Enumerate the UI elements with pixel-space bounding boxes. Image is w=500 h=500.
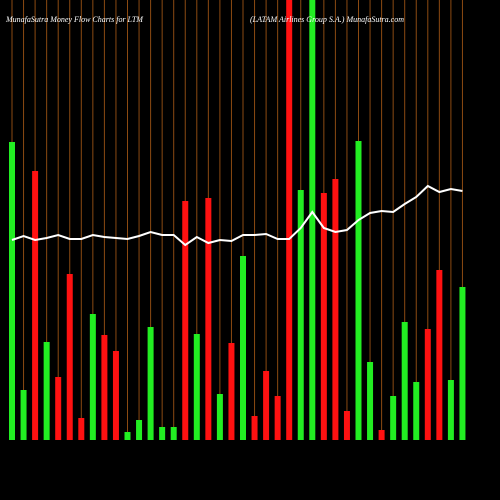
bar [459, 287, 466, 440]
chart-title: MunafaSutra Money Flow Charts for LTM [5, 15, 144, 24]
bar [297, 190, 304, 440]
bar [101, 335, 108, 440]
bar [343, 411, 350, 440]
chart-subtitle: (LATAM Airlines Group S.A.) MunafaSutra.… [250, 15, 404, 24]
bar [263, 371, 270, 440]
bar [159, 427, 166, 440]
bar [251, 416, 258, 440]
money-flow-line [11, 184, 463, 247]
bar [424, 329, 431, 440]
bar [193, 334, 200, 440]
bar [112, 351, 119, 440]
lines [11, 184, 463, 247]
bar [413, 382, 420, 440]
bar [9, 142, 15, 440]
bar [205, 198, 212, 440]
bar [170, 427, 177, 440]
bar [332, 179, 339, 440]
bar [447, 380, 454, 440]
bar [390, 396, 397, 440]
bar [401, 322, 408, 440]
bar [378, 430, 385, 440]
bar [436, 270, 443, 440]
bar [147, 327, 154, 440]
bar [320, 193, 327, 440]
bar [367, 362, 374, 440]
bar [20, 390, 27, 440]
bar [66, 274, 73, 440]
bar [136, 420, 143, 440]
bar [286, 0, 293, 440]
bar [309, 0, 316, 440]
bar [32, 171, 39, 440]
bar [216, 394, 223, 440]
bar [55, 377, 62, 440]
bars [9, 0, 466, 440]
bar [78, 418, 85, 440]
bar [228, 343, 235, 440]
bar [43, 342, 50, 440]
bar [89, 314, 96, 440]
bar [240, 256, 246, 440]
bar [182, 201, 189, 440]
bar [124, 432, 131, 440]
bar [274, 396, 281, 440]
bar [355, 141, 362, 440]
